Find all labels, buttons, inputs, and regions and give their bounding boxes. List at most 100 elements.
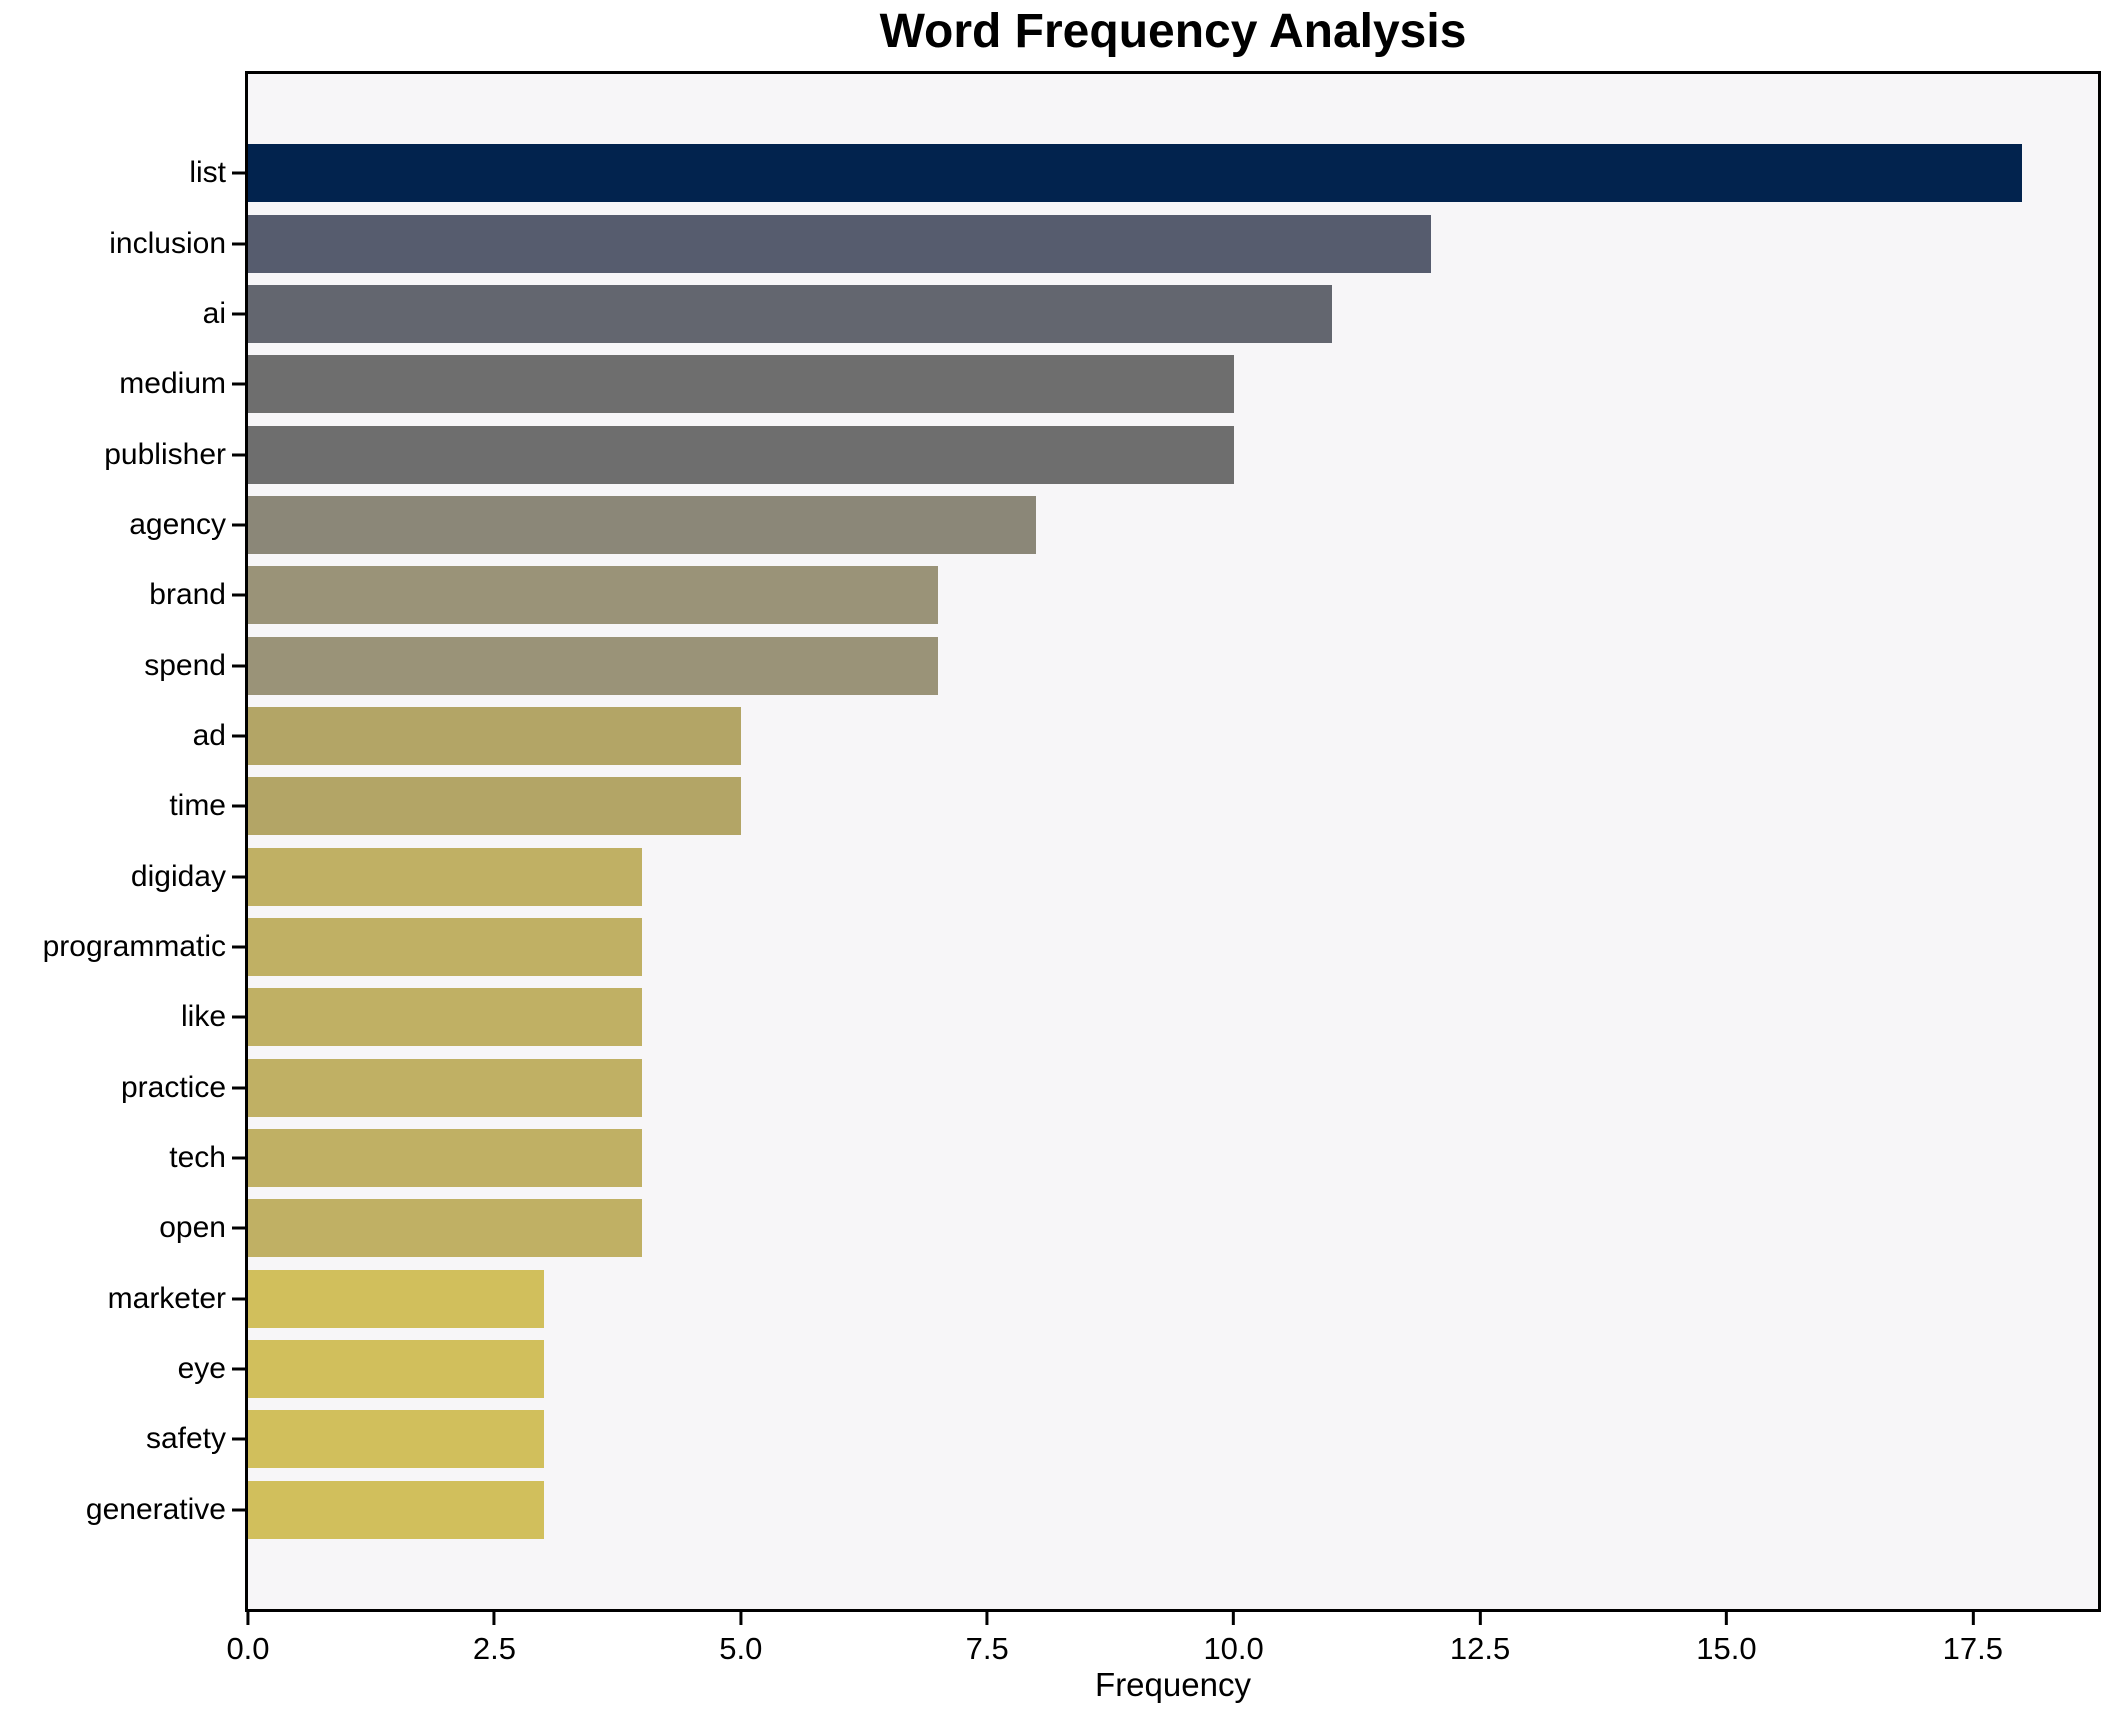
y-tick-mark [232,593,245,597]
y-tick-label-ad: ad [192,718,226,752]
y-tick-mark [232,1437,245,1441]
y-tick-mark [232,523,245,527]
y-tick-mark [232,1508,245,1512]
x-tick-mark [985,1612,989,1625]
y-tick-mark [232,664,245,668]
y-tick-label-marketer: marketer [107,1281,226,1315]
bar-list [248,144,2023,203]
bar-eye [248,1340,544,1399]
y-tick-label-digiday: digiday [130,859,226,893]
y-tick-mark [232,453,245,457]
y-tick-mark [232,945,245,949]
bar-ai [248,284,1333,343]
x-tick-7.5: 7.5 [966,1612,1009,1667]
chart-title: Word Frequency Analysis [879,5,1467,58]
bar-row-like: like [181,982,2098,1052]
y-tick-label-eye: eye [177,1352,226,1386]
bar-row-programmatic: programmatic [43,912,2098,982]
y-tick-label-medium: medium [119,367,226,401]
bar-row-ad: ad [193,701,2098,771]
y-tick-label-open: open [159,1211,226,1245]
y-tick-label-inclusion: inclusion [109,226,226,260]
x-tick-label: 15.0 [1696,1631,1757,1666]
bar-agency [248,495,1037,554]
bar-tech [248,1128,643,1187]
bar-like [248,988,643,1047]
y-tick-mark [232,875,245,879]
x-axis-label: Frequency [1095,1666,1251,1703]
bar-programmatic [248,917,643,976]
bar-safety [248,1410,544,1469]
bar-row-tech: tech [169,1123,2098,1193]
y-tick-mark [232,1367,245,1371]
bar-marketer [248,1269,544,1328]
x-tick-15.0: 15.0 [1696,1612,1757,1667]
bar-generative [248,1480,544,1539]
bar-row-list: list [189,138,2098,208]
y-tick-label-spend: spend [144,648,226,682]
y-tick-label-time: time [169,789,226,823]
bar-row-practice: practice [121,1052,2098,1122]
y-tick-mark [232,1297,245,1301]
y-tick-label-safety: safety [145,1422,226,1456]
bar-spend [248,636,938,695]
x-tick-mark [739,1612,743,1625]
y-tick-mark [232,734,245,738]
bar-row-brand: brand [149,560,2098,630]
x-tick-mark [246,1612,250,1625]
x-tick-label: 2.5 [472,1631,516,1666]
y-tick-mark [232,1015,245,1019]
bar-row-digiday: digiday [131,841,2098,911]
y-tick-label-generative: generative [85,1492,226,1526]
bar-inclusion [248,214,1431,273]
y-tick-label-publisher: publisher [104,437,226,471]
bar-practice [248,1058,643,1117]
x-tick-label: 7.5 [965,1631,1009,1666]
y-tick-label-tech: tech [169,1140,226,1174]
y-tick-mark [232,382,245,386]
x-tick-mark [492,1612,496,1625]
y-tick-mark [232,1226,245,1230]
x-tick-5.0: 5.0 [719,1612,762,1667]
x-tick-2.5: 2.5 [473,1612,516,1667]
bar-row-inclusion: inclusion [109,208,2098,278]
y-tick-label-brand: brand [149,578,226,612]
y-tick-label-like: like [180,1000,226,1034]
bar-digiday [248,847,643,906]
bars-container: list inclusion ai medium publisher agency bran… [43,74,2098,1609]
bar-row-medium: medium [119,349,2098,419]
y-tick-mark [232,1086,245,1090]
x-tick-label: 5.0 [719,1631,763,1666]
bar-row-open: open [159,1193,2098,1263]
y-tick-label-list: list [189,156,226,190]
y-tick-label-agency: agency [129,507,226,541]
x-tick-mark [1971,1612,1975,1625]
bar-row-safety: safety [146,1404,2098,1474]
x-tick-mark [1724,1612,1728,1625]
x-tick-10.0: 10.0 [1203,1612,1264,1667]
x-tick-mark [1478,1612,1482,1625]
bar-row-time: time [169,771,2098,841]
y-tick-mark [232,312,245,316]
bar-row-marketer: marketer [108,1264,2098,1334]
bar-medium [248,355,1234,414]
bar-row-agency: agency [129,490,2098,560]
x-tick-0.0: 0.0 [226,1612,270,1667]
bar-brand [248,566,938,625]
y-tick-mark [232,804,245,808]
x-tick-label: 12.5 [1449,1631,1511,1666]
x-tick-17.5: 17.5 [1943,1612,2003,1667]
x-tick-mark [1232,1612,1236,1625]
bar-row-eye: eye [178,1334,2098,1404]
bar-time [248,777,741,836]
bar-open [248,1199,643,1258]
y-tick-label-ai: ai [202,296,226,330]
plot-area: list inclusion ai medium publisher agency bran… [43,71,2101,1666]
x-tick-label: 0.0 [226,1631,270,1666]
bar-publisher [248,425,1234,484]
x-tick-label: 10.0 [1203,1631,1264,1666]
x-tick-12.5: 12.5 [1450,1612,1510,1667]
bar-row-ai: ai [203,279,2098,349]
bar-ad [248,706,741,765]
